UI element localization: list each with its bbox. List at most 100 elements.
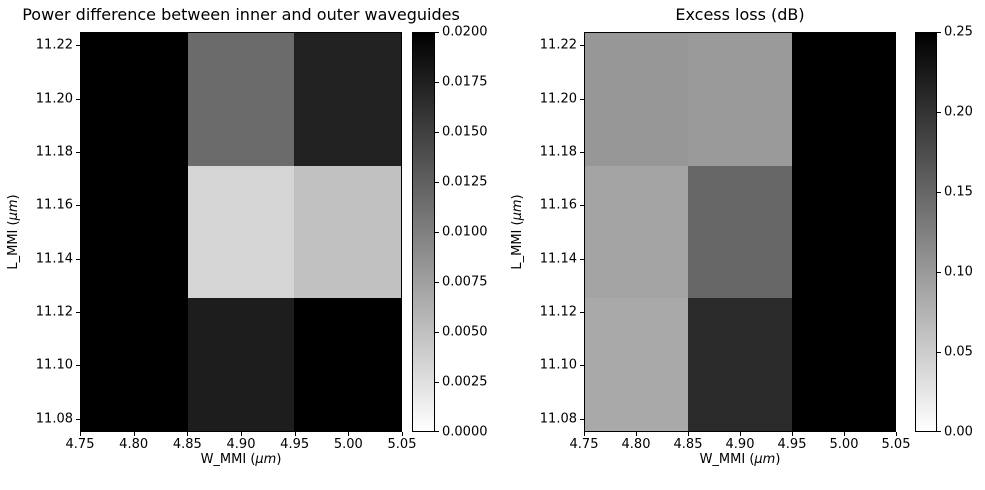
x-tick-label: 4.85 — [172, 437, 202, 452]
colorbar — [915, 32, 937, 432]
heatmap-cell — [294, 165, 401, 299]
y-tick — [580, 98, 584, 100]
y-tick-label: 11.18 — [35, 144, 73, 160]
x-tick-label: 4.90 — [725, 437, 755, 452]
y-tick — [580, 258, 584, 260]
y-tick — [76, 98, 80, 100]
colorbar-tick — [435, 82, 439, 83]
y-axis-label: L_MMI (μm) — [510, 194, 526, 269]
y-tick — [580, 152, 584, 153]
x-tick — [844, 432, 845, 436]
colorbar-tick-label: 0.0150 — [442, 124, 488, 140]
colorbar-tick-label: 0.10 — [944, 264, 973, 280]
plot-title: Power difference between inner and outer… — [22, 5, 460, 24]
heatmap-cell — [585, 33, 689, 166]
colorbar-tick-label: 0.00 — [944, 424, 973, 440]
y-tick — [580, 418, 584, 420]
y-tick-label: 11.18 — [539, 144, 577, 160]
x-axis-unit: μm — [255, 452, 277, 467]
y-tick-label: 11.14 — [539, 251, 577, 267]
colorbar-tick-label: 0.25 — [944, 24, 973, 40]
x-tick — [584, 432, 585, 436]
x-tick-label: 5.05 — [881, 437, 911, 452]
y-tick — [76, 205, 80, 207]
x-tick — [294, 432, 296, 436]
y-axis-unit: μm — [510, 199, 525, 221]
y-tick-label: 11.08 — [539, 411, 577, 427]
heatmap-cell — [294, 298, 401, 431]
heatmap-cell — [294, 33, 401, 166]
y-tick-label: 11.10 — [539, 357, 577, 373]
y-tick-label: 11.08 — [35, 411, 73, 427]
colorbar-tick-label: 0.0200 — [442, 24, 488, 40]
heatmap-cell — [585, 298, 689, 431]
x-tick-label: 5.00 — [333, 437, 363, 452]
x-tick — [80, 432, 81, 436]
colorbar-tick-label: 0.15 — [944, 184, 973, 200]
heatmap-cell — [187, 33, 295, 166]
heatmap-cell — [791, 165, 895, 299]
colorbar-tick — [937, 272, 941, 273]
colorbar-tick-label: 0.20 — [944, 104, 973, 120]
colorbar-tick — [435, 182, 439, 183]
y-axis-label-prefix: L_MMI ( — [510, 220, 525, 270]
heatmap-cell — [688, 33, 792, 166]
heatmap-cell — [791, 33, 895, 166]
heatmap-cell — [81, 33, 188, 166]
x-tick — [740, 432, 741, 436]
heatmap-cell — [81, 165, 188, 299]
colorbar-tick-label: 0.0075 — [442, 274, 488, 290]
colorbar-tick — [435, 32, 439, 33]
y-tick-label: 11.22 — [539, 37, 577, 53]
colorbar-tick-label: 0.0025 — [442, 374, 488, 390]
x-tick — [688, 432, 689, 436]
x-tick-label: 4.95 — [777, 437, 807, 452]
plot-title: Excess loss (dB) — [675, 5, 805, 24]
heatmap-axes — [584, 32, 896, 432]
heatmap-cell — [688, 165, 792, 299]
heatmap-cell — [187, 298, 295, 431]
x-tick — [636, 432, 637, 436]
x-tick-label: 4.85 — [673, 437, 703, 452]
x-tick-label: 4.75 — [569, 437, 599, 452]
colorbar-tick — [937, 112, 941, 113]
x-tick-label: 4.90 — [226, 437, 256, 452]
colorbar-tick — [435, 431, 439, 432]
heatmap-cell — [81, 298, 188, 431]
colorbar-tick — [435, 282, 439, 283]
y-tick — [580, 205, 584, 207]
x-tick-label: 5.00 — [829, 437, 859, 452]
colorbar-tick-label: 0.0050 — [442, 324, 488, 340]
y-tick — [580, 365, 584, 367]
colorbar-tick — [937, 32, 941, 33]
x-tick — [792, 432, 793, 436]
x-axis-label-suffix: ) — [775, 452, 781, 467]
y-tick-label: 11.16 — [35, 197, 73, 213]
y-tick — [76, 365, 80, 367]
x-tick — [896, 432, 897, 436]
heatmap-axes — [80, 32, 402, 432]
y-axis-label-suffix: ) — [510, 194, 525, 200]
y-tick-label: 11.20 — [539, 91, 577, 107]
x-axis-label: W_MMI (μm) — [700, 452, 781, 468]
colorbar-tick-label: 0.0000 — [442, 424, 488, 440]
y-tick-label: 11.12 — [35, 304, 73, 320]
colorbar-tick — [937, 431, 941, 432]
colorbar-tick — [435, 382, 439, 383]
colorbar-tick-label: 0.0100 — [442, 224, 488, 240]
y-tick-label: 11.16 — [539, 197, 577, 213]
y-tick-label: 11.20 — [35, 91, 73, 107]
y-tick — [580, 312, 584, 313]
x-axis-label-prefix: W_MMI ( — [699, 452, 755, 467]
heatmap-cell — [585, 165, 689, 299]
x-tick-label: 5.05 — [387, 437, 417, 452]
x-tick — [187, 432, 189, 436]
colorbar-tick — [435, 132, 439, 133]
x-axis-unit: μm — [754, 452, 776, 467]
x-axis-label-prefix: W_MMI ( — [200, 452, 256, 467]
x-axis-label: W_MMI (μm) — [201, 452, 282, 468]
colorbar-tick — [937, 192, 941, 193]
colorbar-tick — [435, 232, 439, 233]
x-tick — [133, 432, 135, 436]
colorbar-tick-label: 0.05 — [944, 344, 973, 360]
